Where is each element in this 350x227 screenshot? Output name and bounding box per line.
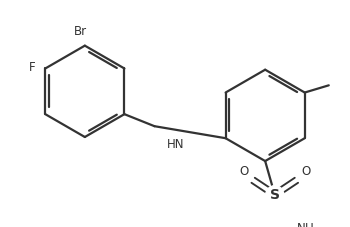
Text: NH$_2$: NH$_2$ bbox=[296, 222, 320, 227]
Text: S: S bbox=[270, 188, 280, 202]
Text: Br: Br bbox=[74, 25, 86, 38]
Text: F: F bbox=[29, 61, 36, 74]
Text: O: O bbox=[239, 165, 248, 178]
Text: O: O bbox=[301, 165, 310, 178]
Circle shape bbox=[266, 186, 284, 204]
Text: HN: HN bbox=[167, 138, 184, 151]
